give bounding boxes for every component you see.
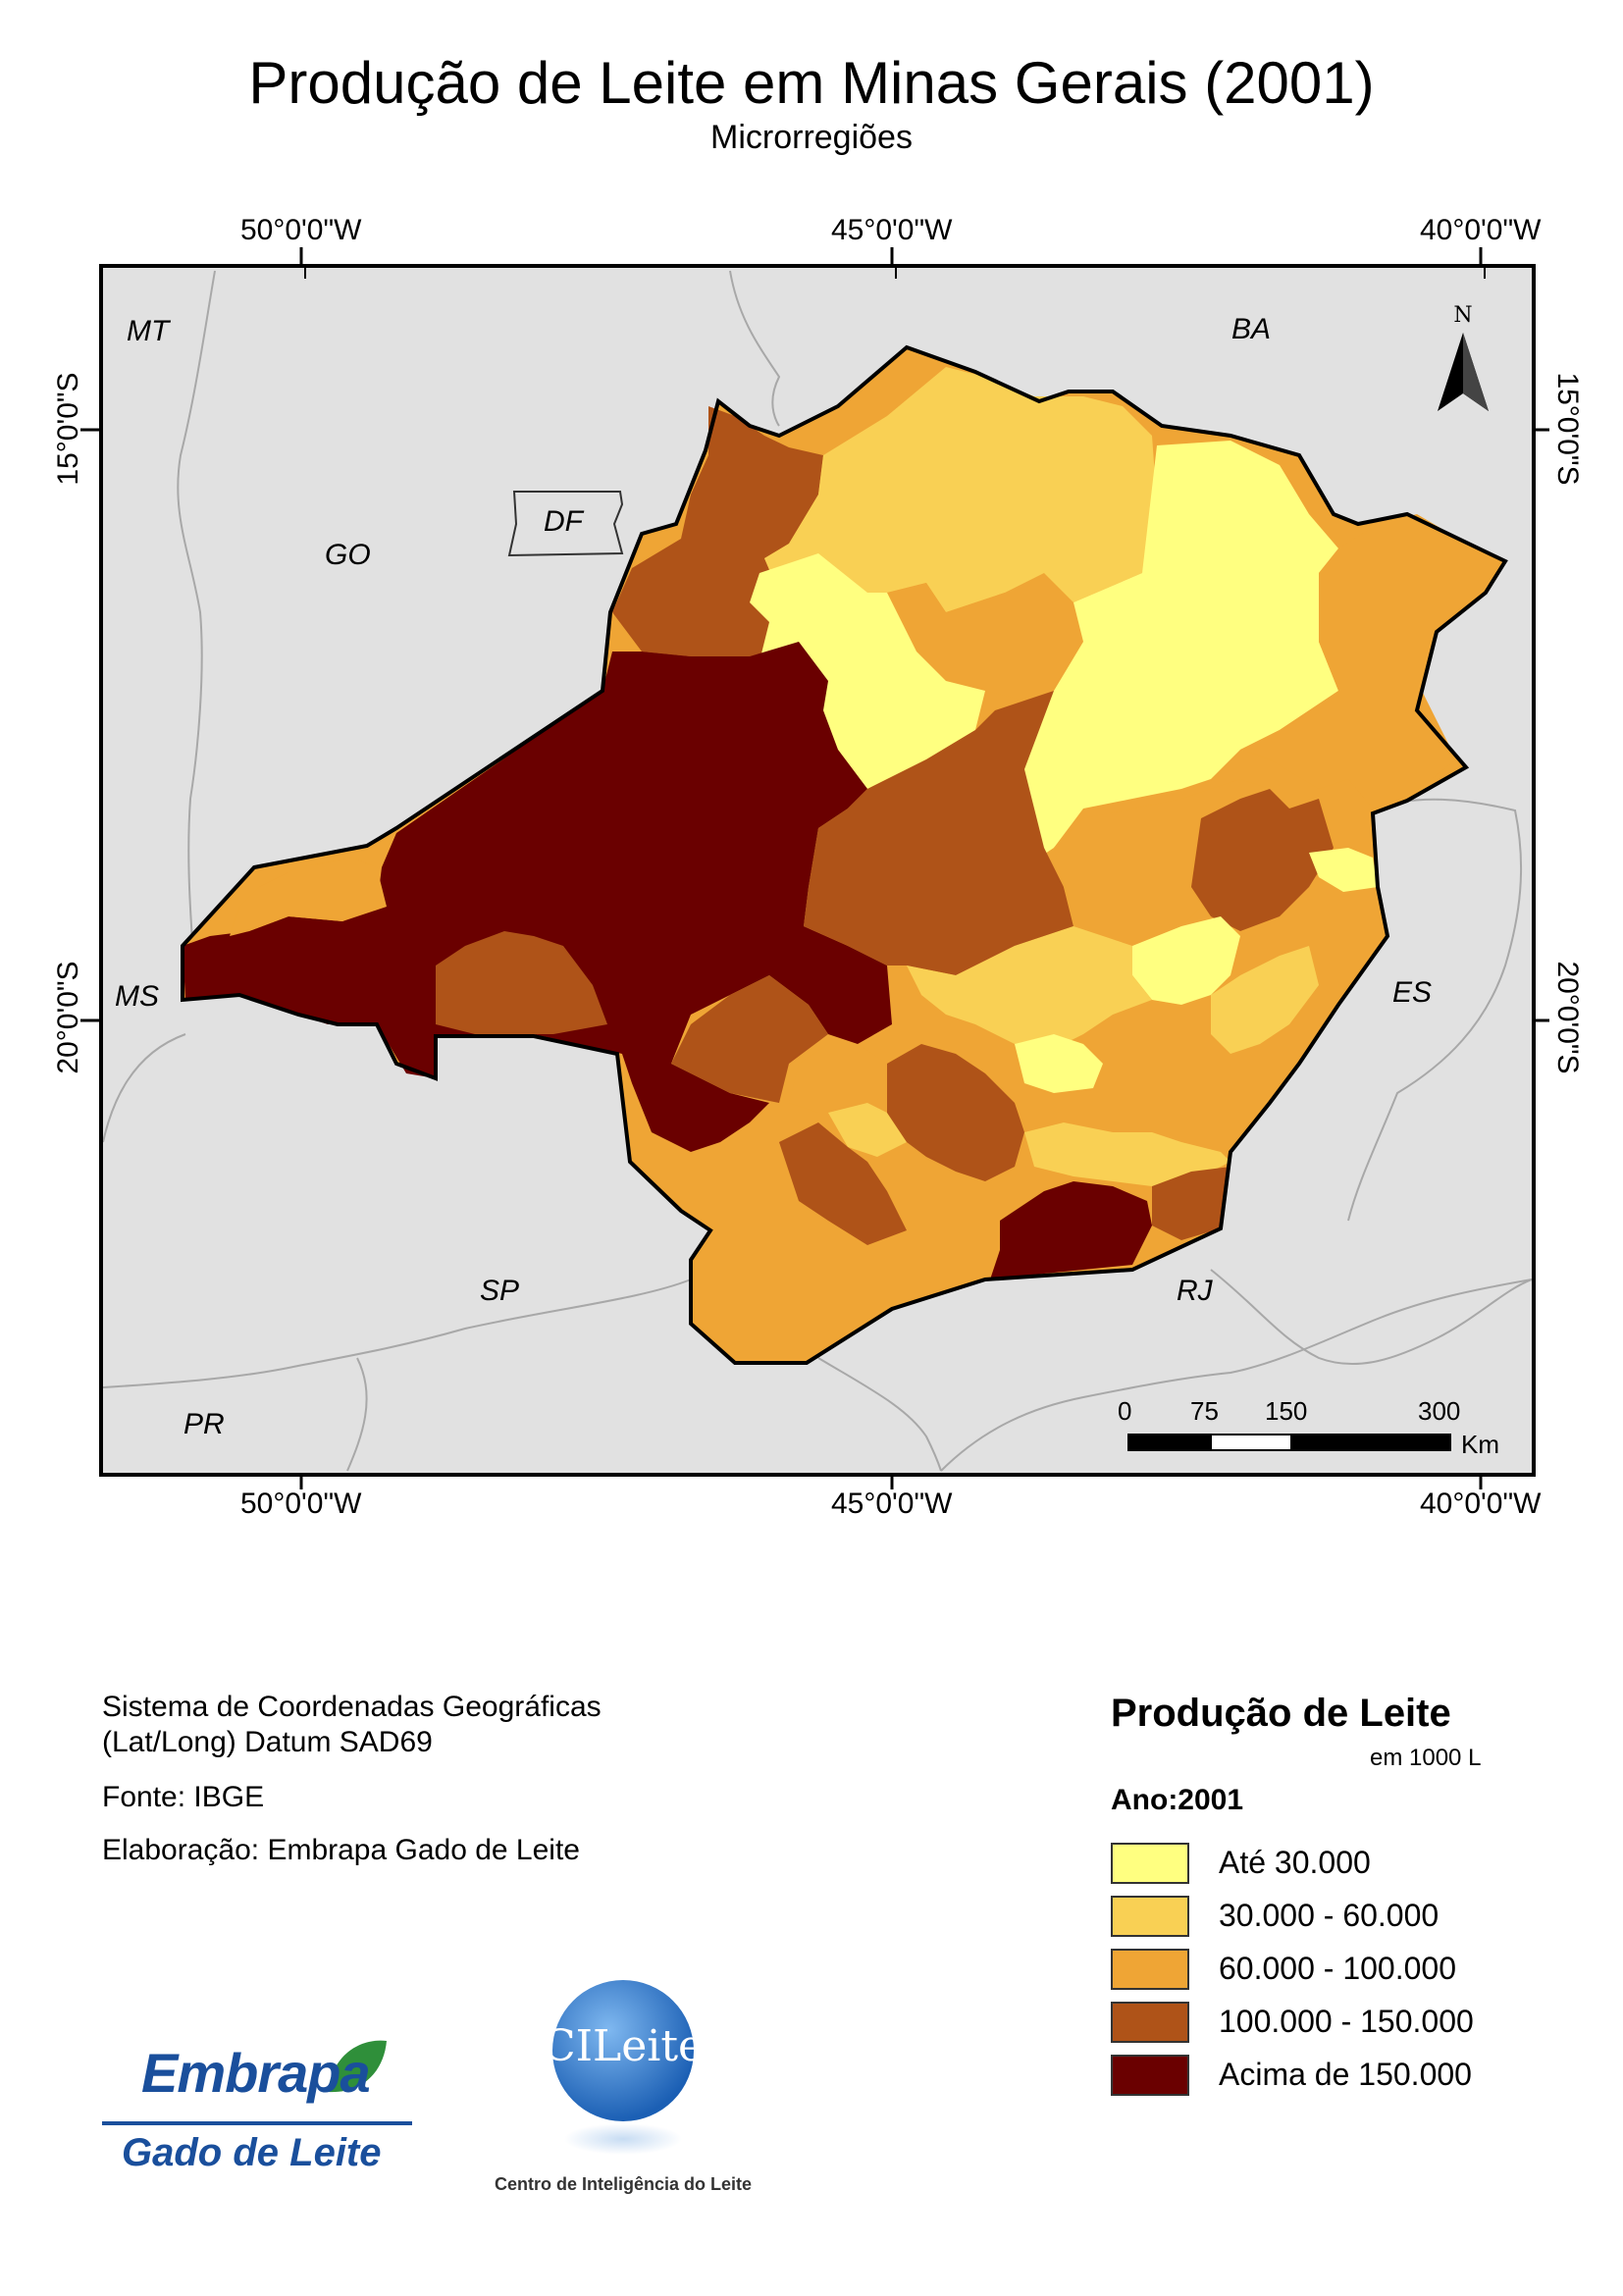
df-outline bbox=[507, 491, 624, 557]
embrapa-divider bbox=[102, 2121, 412, 2125]
region-southwest-class4 bbox=[671, 975, 828, 1103]
state-label-ms: MS bbox=[115, 980, 159, 1013]
scale-unit: Km bbox=[1461, 1430, 1499, 1459]
cileite-caption: Centro de Inteligência do Leite bbox=[494, 2174, 753, 2194]
state-label-rj: RJ bbox=[1177, 1275, 1213, 1307]
graticule-ticks bbox=[80, 247, 1549, 1489]
region-southwest-class3 bbox=[789, 1044, 887, 1113]
coordinate-system-line2: (Lat/Long) Datum SAD69 bbox=[102, 1726, 433, 1758]
legend-label: Até 30.000 bbox=[1219, 1845, 1371, 1880]
region-south-class5 bbox=[990, 1181, 1152, 1279]
scale-bar: 0 75 150 300 Km bbox=[1118, 1396, 1520, 1465]
coordinate-system-line1: Sistema de Coordenadas Geográficas bbox=[102, 1691, 602, 1723]
scale-bar-graphic bbox=[1127, 1434, 1451, 1451]
legend-unit: em 1000 L bbox=[1370, 1745, 1482, 1771]
region-east-class3 bbox=[1240, 514, 1500, 809]
embrapa-logo: Embrapa Gado de Leite bbox=[102, 2027, 416, 2194]
state-label-es: ES bbox=[1392, 976, 1433, 1009]
embrapa-leaf-icon bbox=[328, 2040, 387, 2093]
legend-label: 30.000 - 60.000 bbox=[1219, 1898, 1440, 1933]
state-label-sp: SP bbox=[480, 1275, 520, 1307]
cileite-logo: CILeite Centro de Inteligência do Leite bbox=[491, 1972, 765, 2208]
top-lon-label-50w: 50°0'0"W bbox=[240, 214, 362, 246]
region-north-class1 bbox=[750, 553, 985, 789]
map-title: Produção de Leite em Minas Gerais (2001) bbox=[248, 50, 1375, 116]
region-centereast-class4 bbox=[804, 691, 1073, 975]
source-text: Fonte: IBGE bbox=[102, 1781, 265, 1813]
bottom-lon-label-50w: 50°0'0"W bbox=[240, 1487, 362, 1520]
scale-tick-150: 150 bbox=[1265, 1396, 1308, 1426]
state-label-ba: BA bbox=[1231, 313, 1272, 345]
region-south2-class4 bbox=[779, 1122, 907, 1245]
north-arrow-label: N bbox=[1453, 303, 1473, 328]
region-southeast-class2 bbox=[1024, 1122, 1230, 1186]
state-label-df: DF bbox=[544, 505, 583, 538]
scale-tick-0: 0 bbox=[1118, 1396, 1132, 1426]
region-westcentral-class4 bbox=[436, 931, 607, 1034]
region-north-class3 bbox=[887, 573, 1083, 701]
region-south-class4 bbox=[887, 1044, 1024, 1181]
map-subtitle: Microrregiões bbox=[710, 119, 913, 156]
map-canvas bbox=[103, 268, 1532, 1472]
bottom-lon-label-40w: 40°0'0"W bbox=[1420, 1487, 1542, 1520]
legend-label: 100.000 - 150.000 bbox=[1219, 2004, 1474, 2039]
region-southeast-class4 bbox=[1152, 1167, 1230, 1240]
author-text: Elaboração: Embrapa Gado de Leite bbox=[102, 1834, 580, 1866]
legend-year: Ano:2001 bbox=[1111, 1784, 1244, 1816]
legend-swatch bbox=[1111, 2055, 1189, 2096]
scale-tick-75: 75 bbox=[1190, 1396, 1219, 1426]
region-centralband-class2 bbox=[907, 926, 1152, 1054]
legend-label: Acima de 150.000 bbox=[1219, 2057, 1472, 2092]
map-frame: MT BA GO DF MS ES SP RJ PR N 0 75 150 30… bbox=[99, 264, 1536, 1477]
legend-title: Produção de Leite bbox=[1111, 1692, 1451, 1735]
top-lon-label-40w: 40°0'0"W bbox=[1420, 214, 1542, 246]
bottom-lon-label-45w: 45°0'0"W bbox=[831, 1487, 953, 1520]
legend-swatch bbox=[1111, 1843, 1189, 1884]
region-centersouth-class1 bbox=[1132, 916, 1240, 1005]
north-arrow-icon bbox=[1438, 333, 1489, 411]
embrapa-wordmark: Embrapa bbox=[141, 2042, 371, 2104]
region-southcentral-class1 bbox=[1015, 1034, 1103, 1093]
region-east-small-class1 bbox=[1309, 848, 1378, 892]
state-label-pr: PR bbox=[183, 1408, 225, 1440]
cileite-globe-icon bbox=[552, 1980, 694, 2155]
region-northeast-class1 bbox=[966, 441, 1338, 867]
region-eastcenter-class4 bbox=[1191, 789, 1334, 931]
state-label-go: GO bbox=[325, 539, 371, 571]
scale-tick-300: 300 bbox=[1418, 1396, 1461, 1426]
cileite-wordmark: CILeite bbox=[542, 2021, 705, 2071]
region-west-class3 bbox=[230, 858, 387, 936]
legend-swatch bbox=[1111, 1896, 1189, 1937]
legend-swatch bbox=[1111, 1949, 1189, 1990]
region-rightcenter-class2 bbox=[1211, 946, 1319, 1054]
legend-label: 60.000 - 100.000 bbox=[1219, 1951, 1456, 1986]
state-borders bbox=[103, 270, 1532, 1472]
region-south-class2 bbox=[828, 1103, 907, 1157]
embrapa-subtitle: Gado de Leite bbox=[122, 2131, 382, 2174]
legend-swatch bbox=[1111, 2002, 1189, 2043]
mg-outline bbox=[181, 344, 1508, 1365]
top-lon-label-45w: 45°0'0"W bbox=[831, 214, 953, 246]
state-label-mt: MT bbox=[127, 315, 170, 347]
region-north-class2 bbox=[764, 367, 1157, 642]
